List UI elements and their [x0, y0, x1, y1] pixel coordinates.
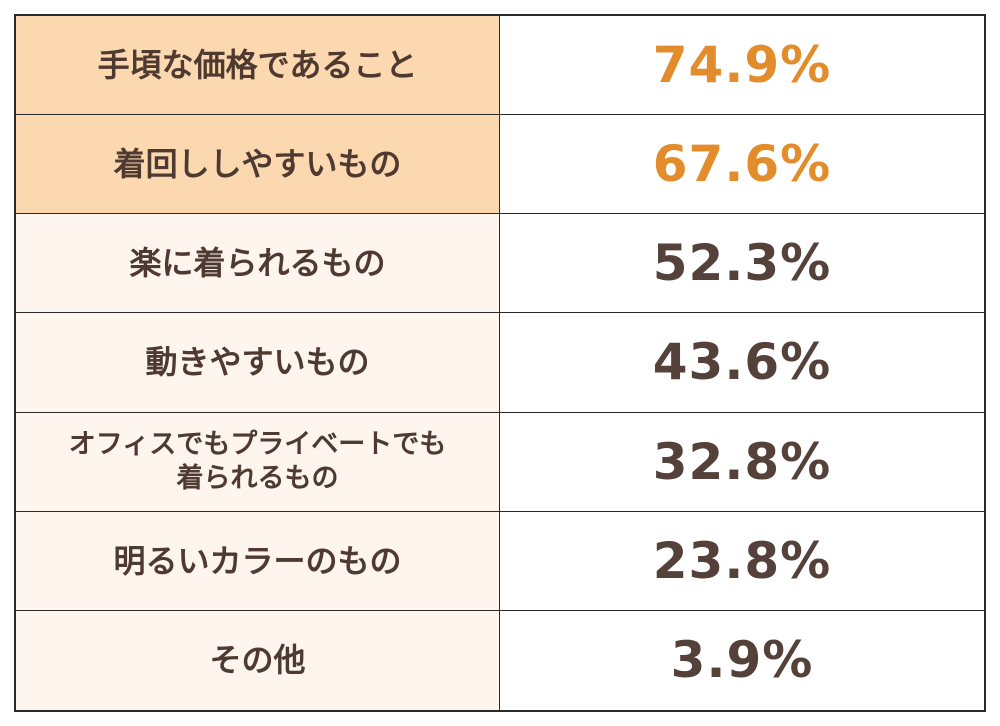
- row-label-3: 楽に着られるもの: [16, 214, 500, 314]
- row-label-5-text: オフィスでもプライベートでも 着られるもの: [68, 428, 447, 494]
- row-label-6: 明るいカラーのもの: [16, 511, 500, 611]
- row-value-2: 67.6%: [500, 115, 984, 215]
- row-value-4: 43.6%: [500, 313, 984, 413]
- row-value-3: 52.3%: [500, 214, 984, 314]
- row-label-7: その他: [16, 610, 500, 710]
- survey-result-table: 手頃な価格であること 74.9% 着回ししやすいもの 67.6% 楽に着られるも…: [14, 14, 986, 712]
- row-value-5: 32.8%: [500, 412, 984, 512]
- row-label-4: 動きやすいもの: [16, 313, 500, 413]
- row-value-7: 3.9%: [500, 610, 984, 710]
- row-value-1: 74.9%: [500, 16, 984, 116]
- row-label-2: 着回ししやすいもの: [16, 115, 500, 215]
- row-label-5: オフィスでもプライベートでも 着られるもの: [16, 412, 500, 512]
- row-value-6: 23.8%: [500, 511, 984, 611]
- row-label-1: 手頃な価格であること: [16, 16, 500, 116]
